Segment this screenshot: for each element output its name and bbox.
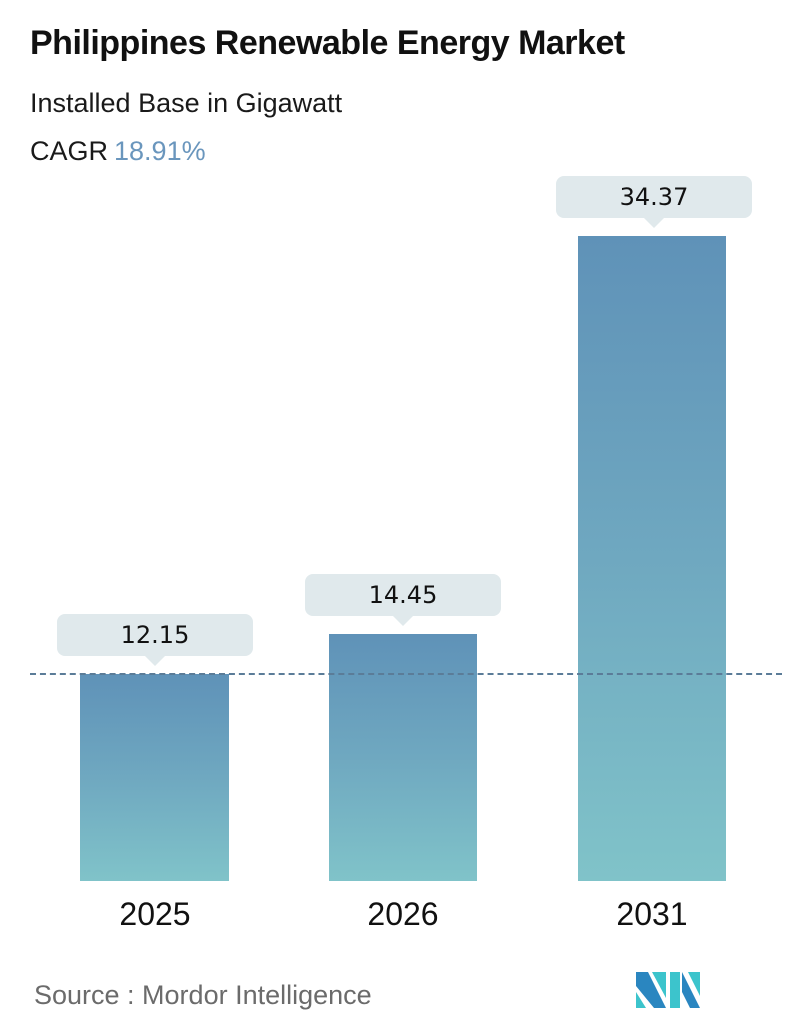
bar-2025: [80, 674, 229, 881]
mordor-intelligence-logo-icon: [636, 972, 700, 1008]
value-label-2031: 34.37: [556, 176, 752, 228]
value-label-2025: 12.15: [57, 614, 253, 666]
source-text: Source : Mordor Intelligence: [34, 980, 372, 1010]
cagr-label: CAGR: [30, 136, 109, 166]
cagr-row: CAGR 18.91%: [30, 136, 206, 167]
chart-subtitle: Installed Base in Gigawatt: [30, 88, 343, 118]
reference-dashed-line: [30, 673, 782, 675]
bar-2031: [578, 236, 726, 881]
x-label-2026: 2026: [367, 896, 439, 932]
chart-title: Philippines Renewable Energy Market: [30, 24, 625, 62]
x-label-2031: 2031: [616, 896, 688, 932]
value-label-2026: 14.45: [305, 574, 501, 626]
bar-2026: [329, 634, 477, 881]
cagr-value: 18.91%: [114, 136, 206, 166]
x-label-2025: 2025: [119, 896, 191, 932]
